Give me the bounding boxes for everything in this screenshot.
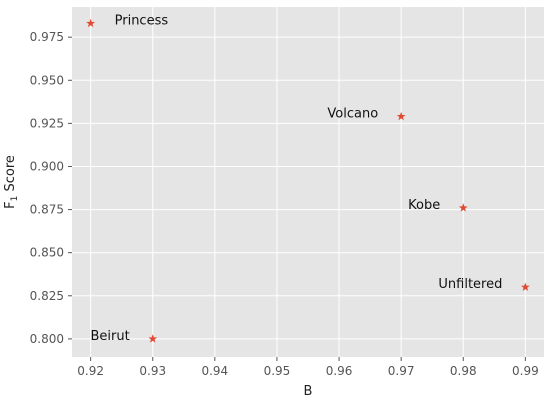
x-axis-label: B — [304, 384, 313, 399]
gridlines — [72, 7, 544, 357]
x-tick-label: 0.99 — [512, 364, 539, 378]
point-labels: Princess Volcano Kobe Unfiltered Beirut — [91, 13, 503, 344]
plot-area — [72, 7, 544, 357]
x-tick-label: 0.93 — [139, 364, 166, 378]
data-point-star — [86, 18, 96, 28]
y-tick-label: 0.800 — [30, 332, 64, 346]
point-label: Princess — [115, 13, 169, 28]
point-label: Unfiltered — [438, 277, 502, 292]
y-tick-label: 0.975 — [30, 30, 64, 44]
data-point-star — [396, 111, 406, 121]
x-axis-ticks: 0.92 0.93 0.94 0.95 0.96 0.97 0.98 0.99 — [77, 357, 539, 378]
y-axis-label-subscript: 1 — [10, 196, 20, 202]
y-tick-label: 0.950 — [30, 73, 64, 87]
x-tick-label: 0.95 — [264, 364, 291, 378]
y-tick-label: 0.875 — [30, 203, 64, 217]
x-tick-label: 0.94 — [201, 364, 228, 378]
point-label: Kobe — [408, 198, 440, 213]
data-point-star — [458, 203, 468, 212]
data-point-star — [520, 282, 530, 291]
y-tick-label: 0.925 — [30, 116, 64, 130]
data-point-star — [148, 334, 158, 343]
x-tick-label: 0.97 — [388, 364, 415, 378]
y-axis-label-main: F — [3, 201, 18, 208]
y-axis-label-rest: Score — [3, 155, 18, 196]
y-tick-label: 0.850 — [30, 246, 64, 260]
y-tick-label: 0.900 — [30, 159, 64, 173]
point-label: Beirut — [91, 329, 130, 344]
x-tick-label: 0.98 — [450, 364, 477, 378]
data-points — [86, 18, 530, 343]
y-tick-label: 0.825 — [30, 289, 64, 303]
x-tick-label: 0.92 — [77, 364, 104, 378]
x-tick-label: 0.96 — [326, 364, 353, 378]
y-axis-label: F1 Score — [3, 155, 20, 209]
y-axis-ticks: 0.800 0.825 0.850 0.875 0.900 0.925 0.950 0.975 — [30, 30, 72, 346]
point-label: Volcano — [327, 106, 378, 121]
